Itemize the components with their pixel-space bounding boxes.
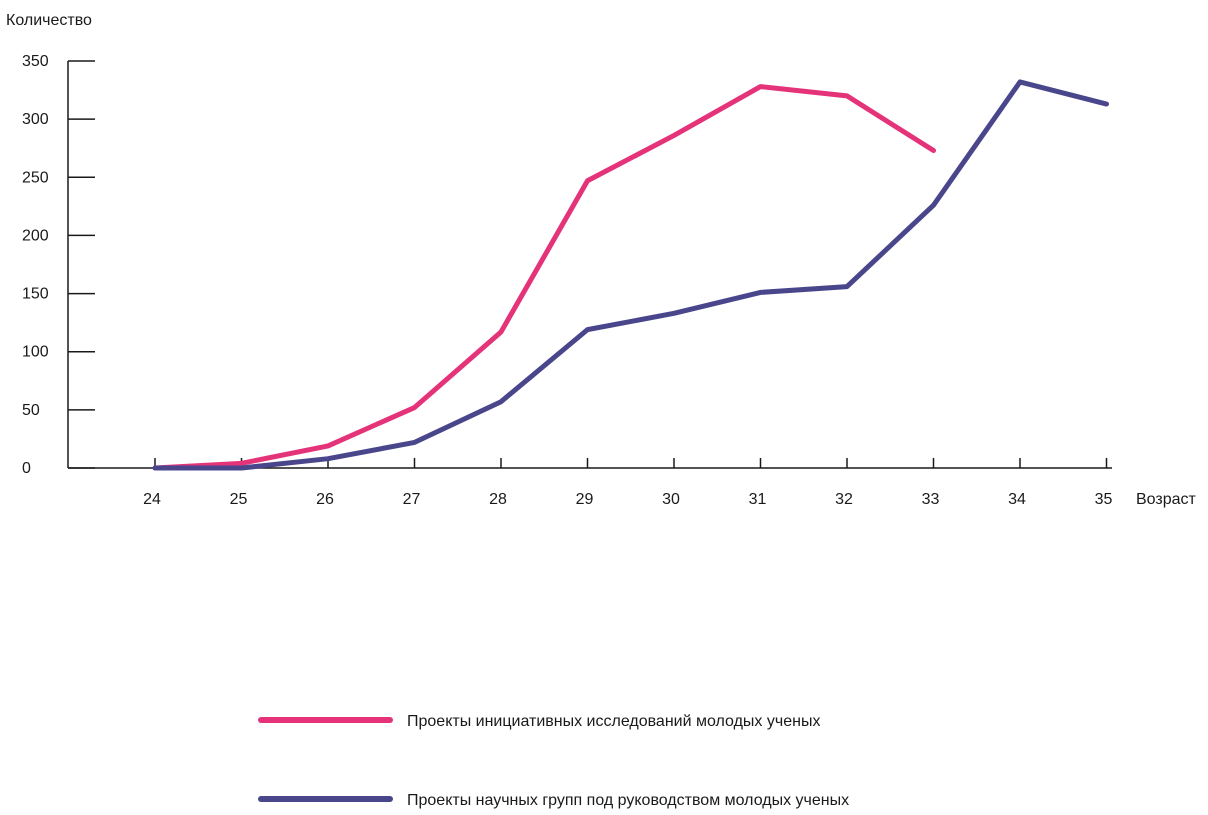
x-tick-label: 33 [922, 491, 940, 508]
y-tick-label: 0 [22, 460, 31, 477]
y-tick-label: 200 [22, 227, 49, 244]
x-tick-label: 28 [489, 491, 507, 508]
x-tick-label: 31 [749, 491, 767, 508]
x-tick-label: 29 [576, 491, 594, 508]
series-line-2 [155, 82, 1107, 468]
x-tick-label: 30 [662, 491, 680, 508]
y-axis-label: Количество [6, 12, 92, 29]
y-tick-label: 250 [22, 169, 49, 186]
x-tick-label: 25 [230, 491, 248, 508]
y-tick-label: 50 [22, 402, 40, 419]
x-axis-ticks: 24 25 26 27 28 29 30 31 32 33 34 35 [143, 458, 1112, 508]
x-axis-label: Возраст [1136, 491, 1197, 508]
x-tick-label: 34 [1008, 491, 1026, 508]
series-lines [155, 82, 1107, 468]
y-axis-ticks: 0 50 100 150 200 250 300 350 [22, 53, 95, 477]
legend-label-2: Проекты научных групп под руководством м… [407, 792, 849, 809]
y-tick-label: 300 [22, 111, 49, 128]
x-tick-label: 32 [835, 491, 853, 508]
legend: Проекты инициативных исследований молоды… [261, 713, 849, 809]
y-tick-label: 100 [22, 344, 49, 361]
x-tick-label: 27 [403, 491, 421, 508]
x-tick-label: 24 [143, 491, 161, 508]
x-tick-label: 35 [1095, 491, 1113, 508]
legend-label-1: Проекты инициативных исследований молоды… [407, 713, 820, 730]
y-tick-label: 150 [22, 286, 49, 303]
x-tick-label: 26 [316, 491, 334, 508]
y-tick-label: 350 [22, 53, 49, 70]
series-line-1 [155, 87, 934, 468]
